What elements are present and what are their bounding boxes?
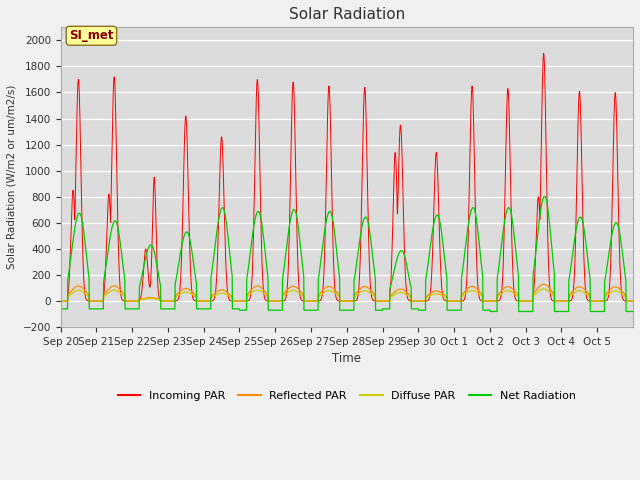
X-axis label: Time: Time xyxy=(332,352,362,365)
Diffuse PAR xyxy=(471,288,479,294)
Reflected PAR xyxy=(540,281,547,287)
Incoming PAR xyxy=(57,298,65,304)
Net Radiation xyxy=(623,309,631,314)
Line: Reflected PAR: Reflected PAR xyxy=(61,284,633,301)
Net Radiation xyxy=(57,306,65,312)
Net Radiation xyxy=(420,307,428,313)
Y-axis label: Solar Radiation (W/m2 or um/m2/s): Solar Radiation (W/m2 or um/m2/s) xyxy=(7,85,17,269)
Net Radiation xyxy=(629,309,637,314)
Net Radiation xyxy=(471,207,479,213)
Reflected PAR xyxy=(623,298,630,304)
Net Radiation xyxy=(542,195,550,201)
Incoming PAR xyxy=(508,210,515,216)
Incoming PAR xyxy=(629,298,637,304)
Incoming PAR xyxy=(542,122,550,128)
Reflected PAR xyxy=(57,298,65,304)
Diffuse PAR xyxy=(508,288,515,294)
Diffuse PAR xyxy=(542,287,550,292)
Incoming PAR xyxy=(420,298,428,304)
Reflected PAR xyxy=(542,282,550,288)
Line: Net Radiation: Net Radiation xyxy=(61,196,633,312)
Line: Incoming PAR: Incoming PAR xyxy=(61,53,633,301)
Reflected PAR xyxy=(471,284,479,290)
Diffuse PAR xyxy=(540,286,547,292)
Incoming PAR xyxy=(174,297,182,303)
Net Radiation xyxy=(486,309,494,314)
Incoming PAR xyxy=(471,173,479,179)
Reflected PAR xyxy=(508,285,515,291)
Net Radiation xyxy=(541,193,548,199)
Line: Diffuse PAR: Diffuse PAR xyxy=(61,289,633,301)
Net Radiation xyxy=(508,211,515,217)
Diffuse PAR xyxy=(623,298,630,304)
Reflected PAR xyxy=(174,291,182,297)
Diffuse PAR xyxy=(629,298,637,304)
Legend: Incoming PAR, Reflected PAR, Diffuse PAR, Net Radiation: Incoming PAR, Reflected PAR, Diffuse PAR… xyxy=(113,386,580,406)
Incoming PAR xyxy=(540,50,548,56)
Incoming PAR xyxy=(623,298,630,304)
Reflected PAR xyxy=(629,298,637,304)
Reflected PAR xyxy=(420,298,428,304)
Title: Solar Radiation: Solar Radiation xyxy=(289,7,405,22)
Diffuse PAR xyxy=(174,293,182,299)
Diffuse PAR xyxy=(420,298,428,304)
Net Radiation xyxy=(174,266,182,272)
Text: SI_met: SI_met xyxy=(69,29,114,42)
Diffuse PAR xyxy=(57,298,65,304)
